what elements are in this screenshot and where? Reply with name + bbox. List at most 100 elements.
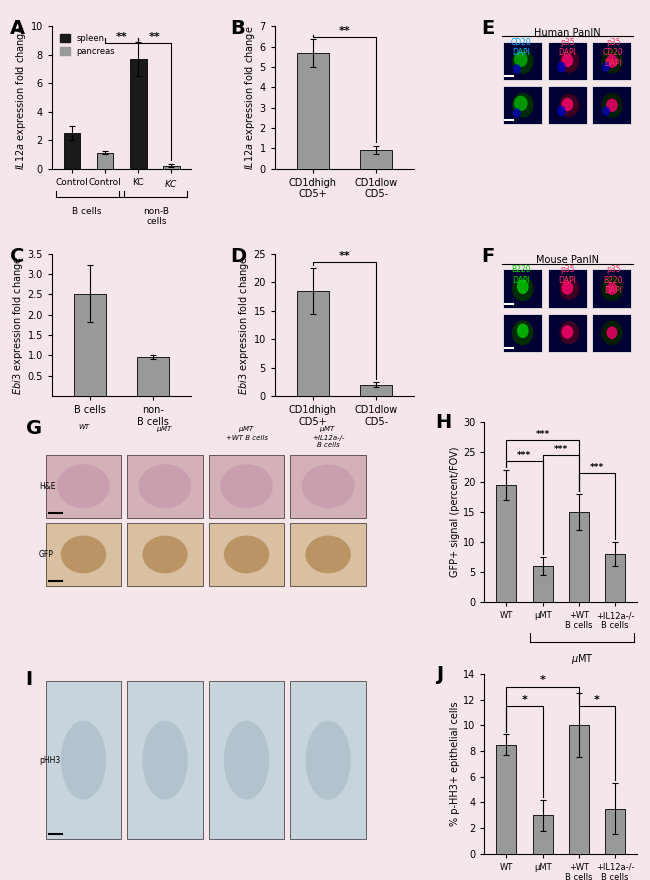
- Text: E: E: [481, 19, 494, 39]
- Text: non-B
cells: non-B cells: [144, 207, 170, 226]
- Ellipse shape: [606, 55, 618, 68]
- Text: A: A: [10, 19, 25, 39]
- Ellipse shape: [220, 464, 273, 508]
- Ellipse shape: [513, 108, 521, 118]
- FancyBboxPatch shape: [548, 42, 587, 80]
- Text: B cells: B cells: [72, 207, 101, 216]
- Text: **: **: [149, 32, 161, 42]
- Ellipse shape: [514, 52, 528, 67]
- FancyBboxPatch shape: [291, 455, 366, 517]
- Ellipse shape: [557, 62, 566, 72]
- Ellipse shape: [602, 106, 610, 116]
- Text: D: D: [230, 246, 246, 266]
- Y-axis label: GFP+ signal (percent/FOV): GFP+ signal (percent/FOV): [450, 447, 460, 577]
- FancyBboxPatch shape: [592, 86, 631, 124]
- Ellipse shape: [512, 48, 534, 74]
- Y-axis label: % p-HH3+ epithelial cells: % p-HH3+ epithelial cells: [450, 701, 460, 826]
- FancyBboxPatch shape: [503, 42, 542, 80]
- FancyBboxPatch shape: [127, 455, 203, 517]
- Text: GFP: GFP: [39, 550, 54, 559]
- Legend: spleen, pancreas: spleen, pancreas: [56, 31, 118, 59]
- Bar: [137, 356, 169, 396]
- Ellipse shape: [57, 464, 110, 508]
- Ellipse shape: [512, 320, 534, 345]
- FancyBboxPatch shape: [46, 681, 121, 840]
- Text: ***: ***: [517, 451, 532, 460]
- Bar: [297, 290, 329, 396]
- Text: F: F: [481, 246, 494, 266]
- Bar: [496, 744, 516, 854]
- FancyBboxPatch shape: [503, 269, 542, 308]
- Bar: [74, 294, 106, 396]
- Text: p35
DAPI: p35 DAPI: [558, 265, 577, 284]
- Ellipse shape: [606, 282, 618, 295]
- FancyBboxPatch shape: [548, 269, 587, 308]
- FancyBboxPatch shape: [592, 42, 631, 80]
- Ellipse shape: [61, 721, 106, 800]
- Text: p35
DAPI: p35 DAPI: [558, 38, 577, 57]
- Bar: [97, 153, 113, 169]
- FancyBboxPatch shape: [291, 681, 366, 840]
- FancyBboxPatch shape: [291, 523, 366, 586]
- Ellipse shape: [562, 326, 573, 339]
- Text: *: *: [540, 676, 545, 686]
- Bar: [605, 554, 625, 602]
- FancyBboxPatch shape: [503, 313, 542, 352]
- Text: *: *: [521, 694, 527, 705]
- Y-axis label: $\it{IL12a}$ expression fold change: $\it{IL12a}$ expression fold change: [14, 26, 28, 170]
- Bar: [360, 385, 392, 396]
- FancyBboxPatch shape: [503, 86, 542, 124]
- Ellipse shape: [306, 536, 351, 574]
- Ellipse shape: [560, 321, 579, 344]
- FancyBboxPatch shape: [592, 269, 631, 308]
- Text: p35
CD20
DAPI: p35 CD20 DAPI: [603, 38, 624, 68]
- Text: ***: ***: [536, 430, 550, 439]
- Ellipse shape: [138, 464, 192, 508]
- Text: **: **: [116, 32, 127, 42]
- Bar: [360, 150, 392, 169]
- Y-axis label: $\it{IL12a}$ expression fold change: $\it{IL12a}$ expression fold change: [243, 26, 257, 170]
- Bar: [569, 725, 589, 854]
- FancyBboxPatch shape: [127, 523, 203, 586]
- Ellipse shape: [517, 280, 528, 294]
- Ellipse shape: [514, 96, 528, 111]
- Ellipse shape: [601, 48, 623, 74]
- Bar: [130, 59, 146, 169]
- Ellipse shape: [560, 277, 579, 300]
- Text: Mouse PanIN: Mouse PanIN: [536, 255, 599, 265]
- FancyBboxPatch shape: [548, 86, 587, 124]
- Text: C: C: [10, 246, 25, 266]
- FancyBboxPatch shape: [127, 681, 203, 840]
- FancyBboxPatch shape: [46, 455, 121, 517]
- Ellipse shape: [512, 276, 534, 301]
- Ellipse shape: [224, 536, 269, 574]
- Bar: [532, 815, 552, 854]
- Ellipse shape: [61, 536, 106, 574]
- Ellipse shape: [602, 62, 610, 72]
- Y-axis label: $\it{Ebi3}$ expression fold change: $\it{Ebi3}$ expression fold change: [10, 255, 25, 394]
- FancyBboxPatch shape: [209, 523, 284, 586]
- FancyBboxPatch shape: [46, 523, 121, 586]
- Ellipse shape: [601, 320, 623, 345]
- Ellipse shape: [512, 92, 534, 118]
- Text: pHH3: pHH3: [39, 756, 60, 765]
- Ellipse shape: [606, 99, 618, 112]
- Bar: [297, 53, 329, 169]
- Text: **: **: [339, 251, 350, 260]
- Ellipse shape: [560, 49, 579, 73]
- Bar: [496, 485, 516, 602]
- Text: CD20
DAPI: CD20 DAPI: [511, 38, 532, 57]
- Text: p35
B220
DAPI: p35 B220 DAPI: [604, 265, 623, 295]
- Text: $\mu$MT: $\mu$MT: [571, 652, 593, 666]
- Bar: [569, 512, 589, 602]
- Text: Human PanIN: Human PanIN: [534, 28, 601, 38]
- Ellipse shape: [606, 326, 618, 339]
- Ellipse shape: [517, 324, 528, 338]
- Bar: [64, 133, 80, 169]
- Y-axis label: $\it{Ebi3}$ expression fold change: $\it{Ebi3}$ expression fold change: [237, 255, 250, 394]
- FancyBboxPatch shape: [592, 313, 631, 352]
- Text: $\mu$MT
+IL12a-/-
B cells: $\mu$MT +IL12a-/- B cells: [312, 424, 344, 448]
- FancyBboxPatch shape: [548, 313, 587, 352]
- Ellipse shape: [513, 64, 521, 74]
- Bar: [163, 165, 179, 169]
